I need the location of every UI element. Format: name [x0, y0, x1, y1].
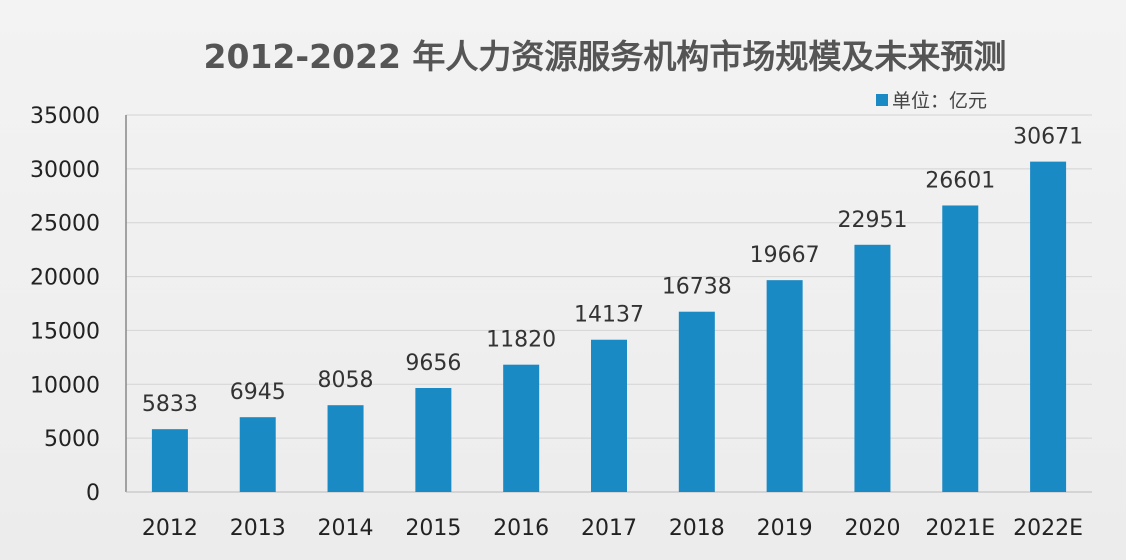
x-tick-label: 2020 [844, 516, 900, 541]
bar-2020 [854, 244, 891, 492]
data-label: 14137 [574, 303, 644, 328]
x-tick-label: 2013 [230, 516, 286, 541]
x-tick-label: 2021E [925, 516, 995, 541]
data-label: 5833 [142, 392, 198, 417]
legend: 单位：亿元 [876, 86, 987, 113]
data-label: 16738 [662, 275, 732, 300]
bar-2014 [327, 405, 364, 492]
x-tick-label: 2018 [669, 516, 725, 541]
x-tick-label: 2014 [318, 516, 374, 541]
y-tick-label: 20000 [30, 266, 100, 291]
bar-2022E [1030, 161, 1067, 492]
data-label: 22951 [837, 208, 907, 233]
data-label: 11820 [486, 328, 556, 353]
data-label: 9656 [405, 351, 461, 376]
x-tick-label: 2016 [493, 516, 549, 541]
y-tick-label: 35000 [30, 104, 100, 129]
y-tick-label: 25000 [30, 212, 100, 237]
bar-2019 [766, 280, 803, 492]
data-label: 19667 [750, 243, 820, 268]
y-tick-label: 10000 [30, 373, 100, 398]
x-tick-label: 2012 [142, 516, 198, 541]
bar-2016 [503, 364, 540, 492]
bar-2018 [678, 311, 715, 492]
bar-2015 [415, 387, 452, 492]
bar-2021E [942, 205, 979, 492]
chart-title: 2012-2022 年人力资源服务机构市场规模及未来预测 [203, 37, 1007, 76]
legend-swatch [876, 93, 888, 106]
y-tick-label: 0 [86, 481, 100, 506]
legend-label: 单位：亿元 [892, 90, 988, 112]
bar-2017 [591, 339, 627, 492]
data-label: 30671 [1013, 125, 1083, 150]
x-tick-label: 2017 [581, 516, 637, 541]
x-tick-label: 2015 [405, 516, 461, 541]
y-tick-label: 5000 [44, 427, 100, 452]
data-label: 8058 [318, 368, 374, 393]
data-label: 26601 [925, 168, 995, 193]
bar-2012 [151, 429, 188, 492]
y-tick-label: 30000 [30, 158, 100, 183]
x-tick-label: 2022E [1013, 516, 1083, 541]
data-label: 6945 [230, 380, 286, 405]
x-tick-label: 2019 [757, 516, 813, 541]
y-tick-label: 15000 [30, 319, 100, 344]
bar-2013 [239, 417, 276, 492]
